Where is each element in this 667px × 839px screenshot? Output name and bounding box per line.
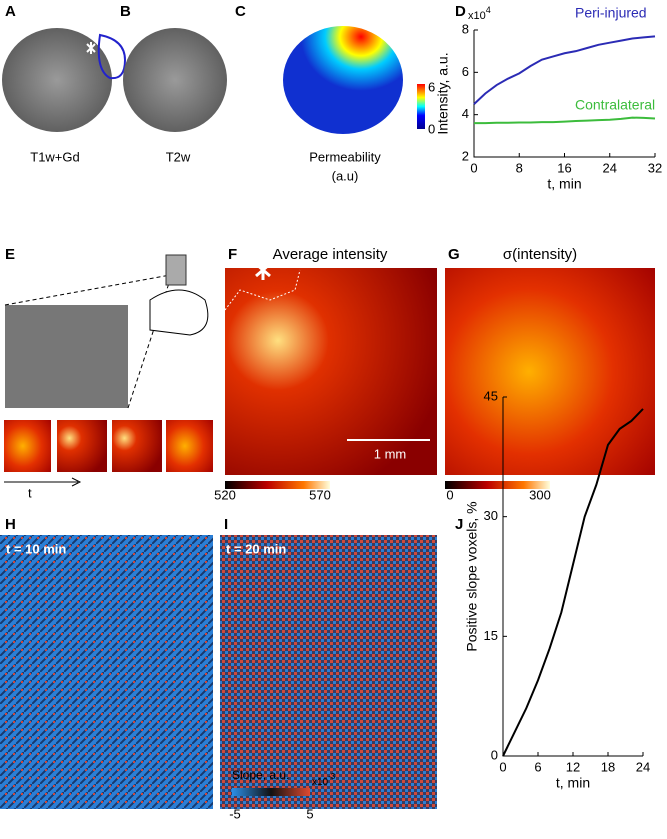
sigma-image <box>445 268 655 475</box>
panel-label: F <box>228 246 237 263</box>
x-tick-label: 8 <box>516 160 523 175</box>
y-axis-label: Intensity, a.u. <box>435 52 451 134</box>
scale-exp: 4 <box>486 5 491 15</box>
series-line <box>474 116 656 125</box>
colorbar-label: Slope, a.u. <box>232 768 289 782</box>
time-arrow <box>4 477 82 487</box>
y-scale: x104 <box>468 5 491 22</box>
y-tick-label: 45 <box>484 388 498 403</box>
permeability-map <box>283 26 403 134</box>
colorbar <box>225 481 330 489</box>
panel-label: J <box>455 516 463 533</box>
frame <box>4 420 51 472</box>
caption: (a.u) <box>332 168 359 183</box>
panel-label: G <box>448 246 460 263</box>
y-tick-label: 2 <box>462 148 469 163</box>
mri-t2 <box>123 28 227 132</box>
x-tick-label: 6 <box>534 759 541 774</box>
colorbar <box>232 788 310 796</box>
frame-time: t = 10 min <box>6 541 66 556</box>
x-axis-label: t, min <box>556 775 590 791</box>
colorbar-scale: x10-3 <box>312 772 336 788</box>
y-tick-label: 4 <box>462 106 469 121</box>
axes <box>473 30 655 158</box>
slope-image <box>0 535 213 809</box>
y-tick-label: 30 <box>484 508 498 523</box>
panel-label: B <box>120 3 131 20</box>
x-tick-label: 0 <box>499 759 506 774</box>
scale-base: x10 <box>312 777 329 788</box>
legend-label: Contralateral <box>575 97 655 113</box>
colorbar <box>445 481 550 489</box>
y-tick-label: 6 <box>462 64 469 79</box>
scale-label: 1 mm <box>374 446 407 461</box>
caption: T2w <box>166 149 191 164</box>
x-axis-label: t, min <box>547 176 581 192</box>
colorbar-max: 5 <box>306 806 313 821</box>
x-tick-label: 18 <box>601 759 615 774</box>
average-image <box>225 268 437 475</box>
image-title: Average intensity <box>273 246 388 263</box>
scale-base: x10 <box>468 10 486 22</box>
outline <box>224 269 301 311</box>
mri-t1 <box>2 28 112 132</box>
frame-time: t = 20 min <box>226 541 286 556</box>
slope-image <box>220 535 437 809</box>
series-line <box>502 408 644 757</box>
x-tick-label: 0 <box>470 160 477 175</box>
panel-label: E <box>5 246 15 263</box>
caption: T1w+Gd <box>30 149 80 164</box>
panel-label: I <box>224 516 228 533</box>
colorbar-min: -5 <box>229 806 241 821</box>
y-axis-label: Positive slope voxels, % <box>464 501 480 651</box>
time-label: t <box>28 485 32 500</box>
frame <box>166 420 213 472</box>
x-tick-label: 32 <box>648 160 662 175</box>
colorbar-max: 570 <box>309 487 331 502</box>
colorbar <box>417 84 425 129</box>
x-tick-label: 24 <box>603 160 617 175</box>
panel-label: D <box>455 3 466 20</box>
colorbar-max: 300 <box>529 487 551 502</box>
x-tick-label: 16 <box>557 160 571 175</box>
colorbar-min: 0 <box>446 487 453 502</box>
colorbar-max: 6 <box>428 79 435 94</box>
frame <box>57 420 107 472</box>
asterisk <box>255 260 271 280</box>
colorbar-min: 520 <box>214 487 236 502</box>
x-tick-label: 24 <box>636 759 650 774</box>
panel-label: C <box>235 3 246 20</box>
panel-label: A <box>5 3 16 20</box>
legend-label: Peri-injured <box>575 5 647 21</box>
y-tick-label: 15 <box>484 628 498 643</box>
asterisk <box>86 42 96 54</box>
mouse <box>149 289 209 336</box>
frame <box>112 420 162 472</box>
objective <box>165 254 187 286</box>
caption: Permeability <box>309 149 381 164</box>
x-tick-label: 12 <box>566 759 580 774</box>
roi <box>97 33 127 80</box>
scale-exp: -3 <box>328 772 336 781</box>
camera-image <box>5 305 128 408</box>
y-tick-label: 0 <box>491 747 498 762</box>
image-title: σ(intensity) <box>503 246 577 263</box>
y-tick-label: 8 <box>462 21 469 36</box>
panel-label: H <box>5 516 16 533</box>
colorbar-min: 0 <box>428 121 435 136</box>
panel-labels: A B C D E F G H I J <box>5 3 466 533</box>
series-line <box>473 35 656 105</box>
